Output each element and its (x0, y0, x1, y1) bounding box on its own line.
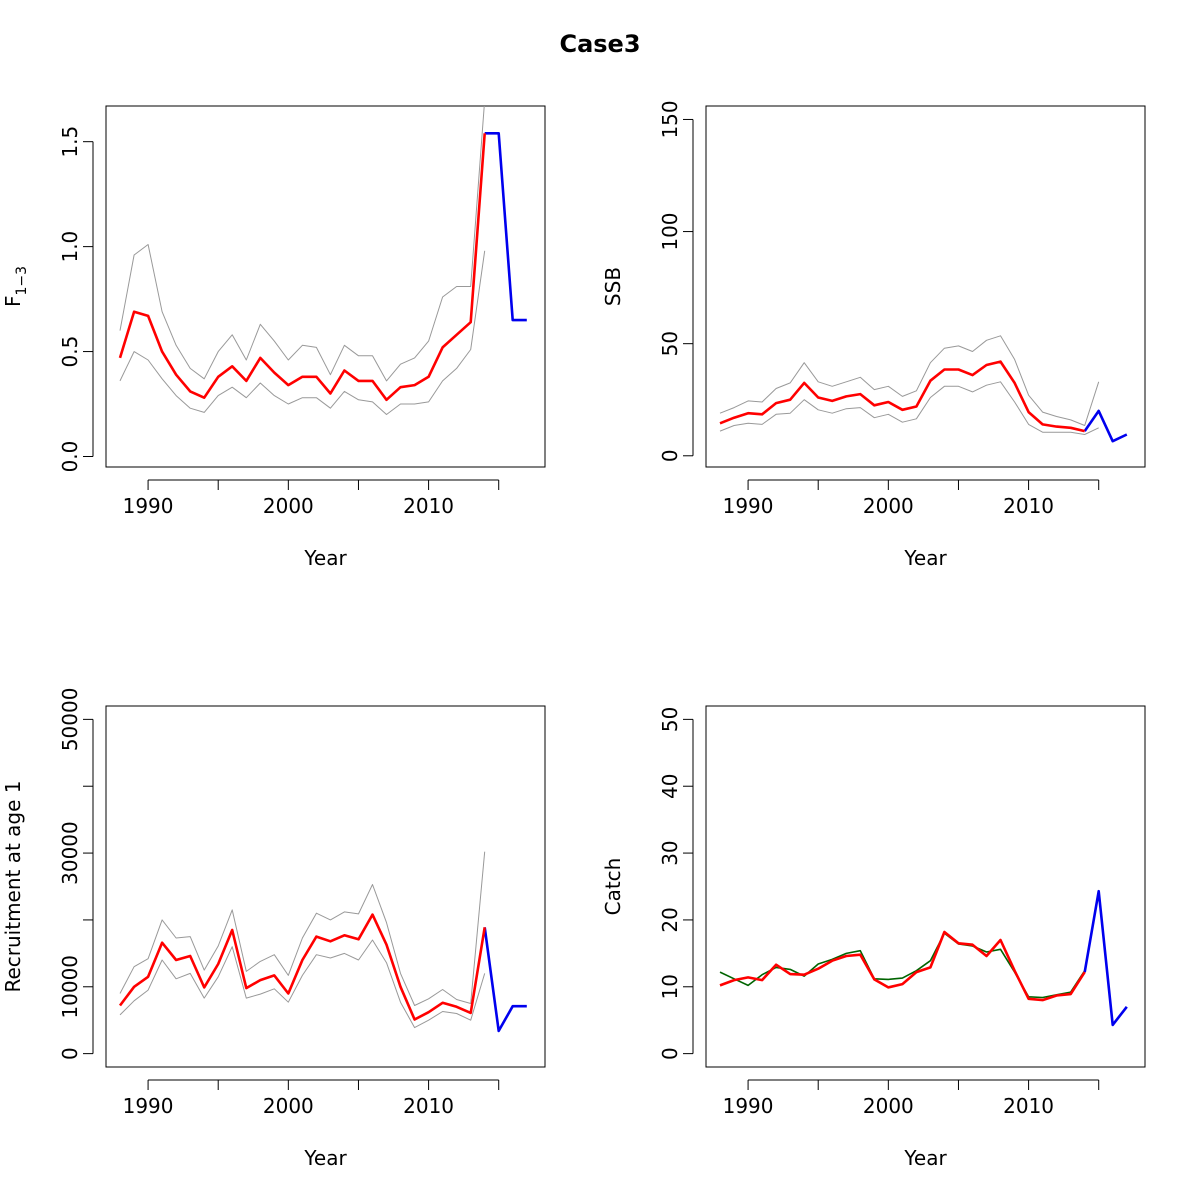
x-tick-label: 2010 (1003, 494, 1054, 518)
series-line-ci-lower (119, 250, 486, 415)
x-tick-label: 2010 (403, 494, 454, 518)
plot-frame (105, 705, 546, 1068)
x-tick-label: 2000 (263, 494, 314, 518)
y-tick-label: 10000 (58, 955, 82, 1019)
x-tick-label: 2000 (263, 1094, 314, 1118)
panel-catch: 1990 2000 2010 Year 0 10 20 30 40 50 Catch (601, 705, 1146, 1170)
x-tick-label: 1990 (723, 1094, 774, 1118)
y-tick-label: 50 (658, 707, 682, 732)
x-tick-label: 2000 (863, 1094, 914, 1118)
y-tick-label: 40 (658, 773, 682, 798)
series-line-ci-upper (119, 851, 486, 1006)
y-tick-label: 0 (658, 1047, 682, 1060)
panel-recruitment: 1990 2000 2010 Year 0 10000 30000 50000 Recruitm… (1, 688, 546, 1170)
series-line-projection (483, 927, 527, 1033)
x-tick-label: 1990 (123, 494, 174, 518)
y-tick-label: 0 (58, 1047, 82, 1060)
x-tick-label: 1990 (723, 494, 774, 518)
series-line-estimate (719, 360, 1085, 433)
x-tick-label: 2010 (1003, 1094, 1054, 1118)
panel-ssb: 1990 2000 2010 Year 0 50 100 150 SSB (601, 100, 1146, 570)
series-line-estimate (118, 913, 486, 1021)
series-line-projection (1083, 889, 1128, 1027)
series-line-ci-lower (719, 381, 1099, 435)
series-line-ci-upper (119, 106, 485, 382)
x-tick-label: 1990 (123, 1094, 174, 1118)
series-line-estimate (719, 930, 1086, 1002)
panel-f: 1990 2000 2010 Year 0.0 0.5 1.0 1.5 F1−3 (1, 105, 546, 570)
main-title: Case3 (559, 30, 640, 58)
series-line-projection (1083, 409, 1128, 443)
y-axis-title: F1−3 (1, 266, 30, 307)
x-axis-title: Year (903, 1146, 947, 1170)
series-line-ci-upper (719, 335, 1100, 426)
y-tick-label: 30 (658, 840, 682, 865)
series-line-ci-lower (119, 939, 486, 1029)
y-tick-label: 10 (658, 974, 682, 999)
y-axis-title: Recruitment at age 1 (1, 780, 25, 992)
y-axis-title: Catch (601, 858, 625, 916)
y-tick-label: 1.5 (58, 126, 82, 158)
x-axis-title: Year (303, 546, 347, 570)
x-tick-label: 2000 (863, 494, 914, 518)
y-tick-label: 100 (658, 212, 682, 250)
y-axis-title: SSB (601, 267, 625, 306)
y-tick-label: 1.0 (58, 231, 82, 263)
y-tick-label: 150 (658, 100, 682, 138)
x-axis-title: Year (903, 546, 947, 570)
y-tick-label: 20 (658, 907, 682, 932)
plot-frame (705, 705, 1146, 1068)
series-line-projection (484, 132, 527, 322)
plot-frame (105, 105, 546, 468)
y-tick-label: 50000 (58, 688, 82, 752)
x-tick-label: 2010 (403, 1094, 454, 1118)
y-tick-label: 0.0 (58, 441, 82, 473)
series-line-estimate (118, 133, 486, 402)
x-axis-title: Year (303, 1146, 347, 1170)
y-tick-label: 0 (658, 449, 682, 462)
plot-frame (705, 105, 1146, 468)
y-tick-label: 0.5 (58, 336, 82, 368)
y-tick-label: 30000 (58, 821, 82, 885)
y-tick-label: 50 (658, 331, 682, 356)
